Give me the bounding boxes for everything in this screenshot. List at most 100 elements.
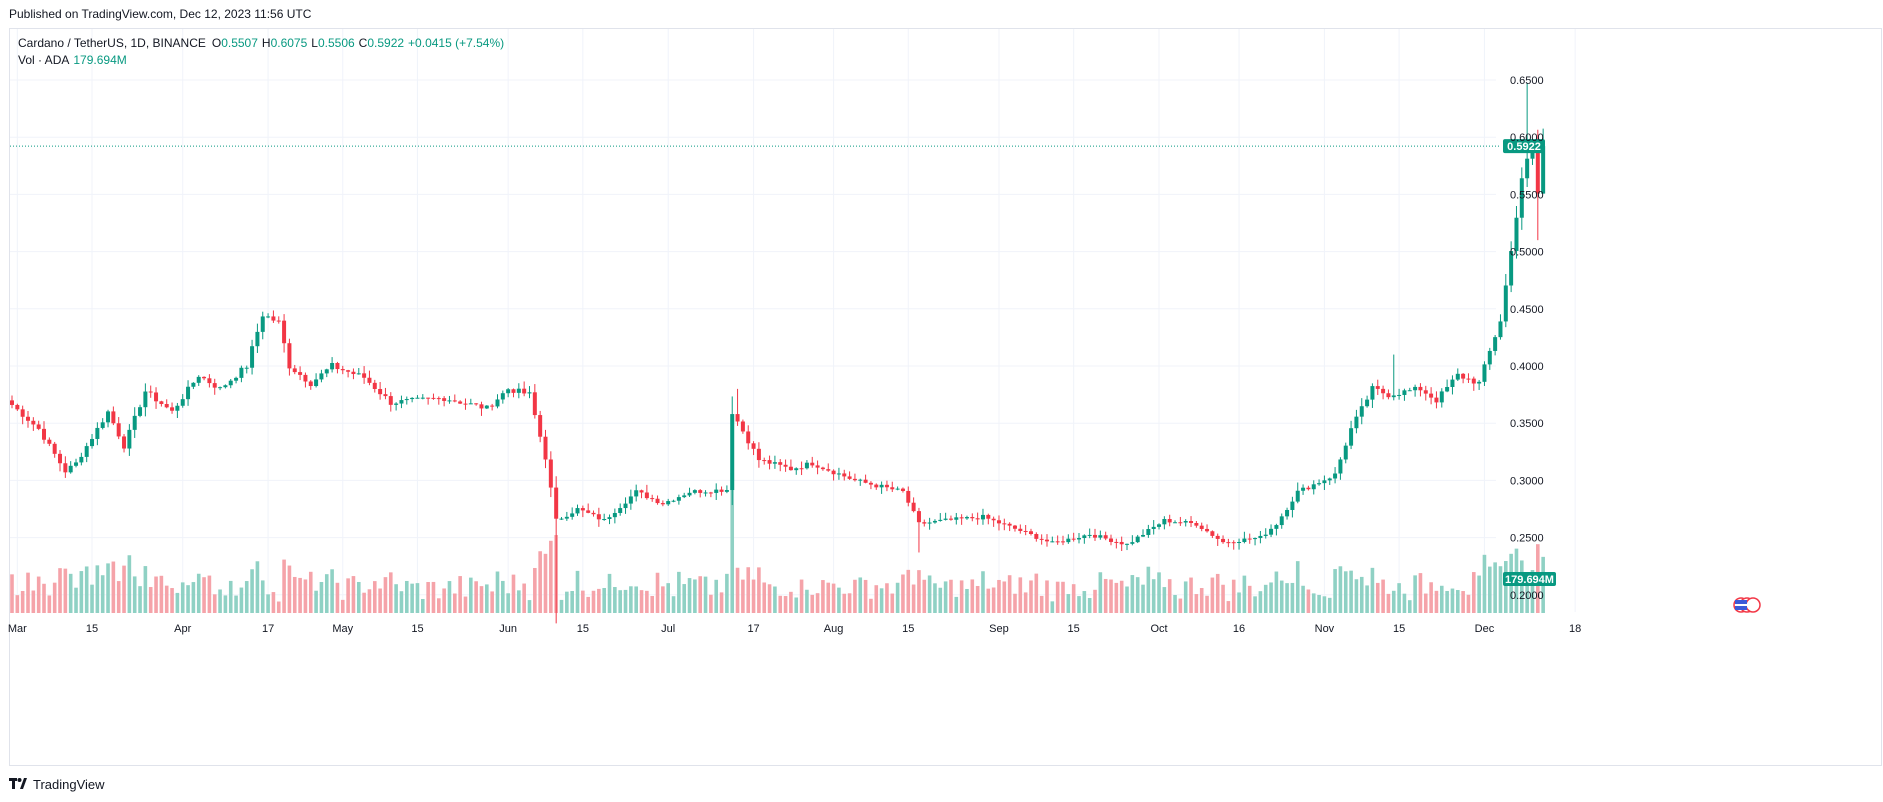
volume-bar bbox=[148, 587, 153, 613]
volume-bar bbox=[949, 579, 953, 613]
volume-label[interactable]: Vol · ADA bbox=[18, 52, 70, 67]
brand-name: TradingView bbox=[33, 776, 105, 792]
candle-body bbox=[1285, 509, 1290, 517]
candle-body bbox=[340, 369, 345, 371]
volume-bar bbox=[607, 573, 612, 613]
volume-bar bbox=[271, 592, 276, 613]
volume-bar bbox=[511, 574, 516, 613]
volume-bar bbox=[276, 601, 281, 613]
x-tick-label: 15 bbox=[86, 623, 98, 635]
candle-body bbox=[1253, 538, 1258, 540]
volume-bar bbox=[1487, 566, 1492, 613]
candle-body bbox=[922, 522, 927, 524]
volume-bar bbox=[639, 590, 644, 613]
volume-bar bbox=[874, 585, 879, 613]
volume-bar bbox=[597, 588, 601, 613]
candle-body bbox=[932, 520, 937, 523]
volume-bar bbox=[757, 567, 761, 613]
volume-bar bbox=[1039, 595, 1044, 613]
candle-body bbox=[1434, 397, 1439, 403]
candle-body bbox=[890, 487, 895, 490]
candle-body bbox=[826, 469, 831, 471]
candle-body bbox=[570, 513, 575, 517]
volume-bar bbox=[1082, 591, 1087, 613]
candle-body bbox=[1322, 480, 1327, 484]
candle-body bbox=[1381, 388, 1386, 394]
volume-bar bbox=[1167, 579, 1172, 613]
volume-bar bbox=[613, 587, 617, 613]
ohlc-row: Cardano / TetherUS, 1D, BINANCE O 0.5507… bbox=[18, 34, 504, 51]
candle-body bbox=[1482, 364, 1487, 382]
chart-panel[interactable] bbox=[9, 28, 1882, 766]
volume-bar bbox=[805, 589, 809, 613]
candle-body bbox=[1141, 534, 1146, 537]
volume-bar bbox=[1504, 561, 1508, 613]
candle-body bbox=[1066, 538, 1071, 543]
y-tick-label: 0.5000 bbox=[1510, 247, 1544, 259]
volume-bar bbox=[1231, 579, 1236, 613]
candle-body bbox=[250, 346, 255, 368]
candle-body bbox=[218, 387, 223, 389]
candle-body bbox=[463, 403, 468, 405]
volume-bar bbox=[565, 591, 569, 613]
candle-body bbox=[196, 376, 201, 383]
volume-bar bbox=[751, 579, 756, 613]
volume-bar bbox=[826, 582, 831, 613]
volume-bar bbox=[629, 586, 633, 613]
candle-body bbox=[879, 484, 884, 488]
volume-bar bbox=[111, 561, 116, 613]
candle-body bbox=[852, 478, 857, 481]
footer-brand[interactable]: TradingView bbox=[9, 776, 105, 792]
volume-bar bbox=[863, 579, 868, 613]
candle-body bbox=[223, 385, 228, 388]
y-tick-label: 0.4000 bbox=[1510, 361, 1544, 373]
volume-bar bbox=[335, 582, 340, 613]
volume-bar bbox=[340, 599, 345, 613]
candle-body bbox=[1162, 518, 1167, 525]
volume-bar bbox=[1359, 576, 1364, 613]
candle-body bbox=[1093, 534, 1098, 538]
volume-value: 179.694M bbox=[73, 52, 127, 67]
candle-body bbox=[1258, 535, 1263, 539]
candle-body bbox=[1450, 379, 1455, 387]
volume-bar bbox=[1402, 593, 1407, 613]
volume-bar bbox=[869, 598, 873, 613]
volume-bar bbox=[602, 587, 606, 613]
volume-bar bbox=[677, 571, 681, 613]
candle-body bbox=[239, 367, 244, 378]
candle-body bbox=[1221, 538, 1226, 543]
volume-bar bbox=[618, 590, 622, 613]
candle-body bbox=[751, 443, 756, 449]
candle-body bbox=[687, 492, 692, 496]
candle-body bbox=[735, 414, 740, 422]
volume-bar bbox=[746, 567, 751, 613]
volume-bar bbox=[645, 590, 649, 613]
volume-bar bbox=[260, 580, 265, 613]
volume-bar bbox=[1482, 554, 1487, 613]
candle-body bbox=[911, 502, 916, 512]
volume-bar bbox=[10, 574, 14, 613]
candle-body bbox=[367, 377, 372, 383]
candle-body bbox=[618, 508, 623, 513]
symbol-title[interactable]: Cardano / TetherUS, 1D, BINANCE bbox=[18, 35, 206, 50]
volume-bar bbox=[1295, 561, 1300, 613]
x-tick-label: 18 bbox=[1569, 623, 1581, 635]
volume-bar bbox=[831, 583, 836, 613]
candle-body bbox=[154, 392, 159, 402]
candle-body bbox=[884, 484, 889, 488]
candle-body bbox=[799, 468, 804, 470]
candle-body bbox=[1087, 534, 1092, 536]
candle-body bbox=[1157, 524, 1162, 527]
candle-body bbox=[1071, 538, 1076, 540]
candle-body bbox=[356, 373, 361, 375]
candle-body bbox=[1205, 528, 1210, 532]
candle-body bbox=[970, 517, 975, 519]
x-tick-label: Mar bbox=[8, 623, 27, 635]
volume-bar bbox=[437, 598, 441, 613]
volume-bar bbox=[68, 573, 73, 613]
candle-body bbox=[895, 488, 900, 490]
x-tick-label: May bbox=[332, 623, 353, 635]
volume-bar bbox=[26, 572, 30, 613]
volume-bar bbox=[1157, 572, 1161, 613]
